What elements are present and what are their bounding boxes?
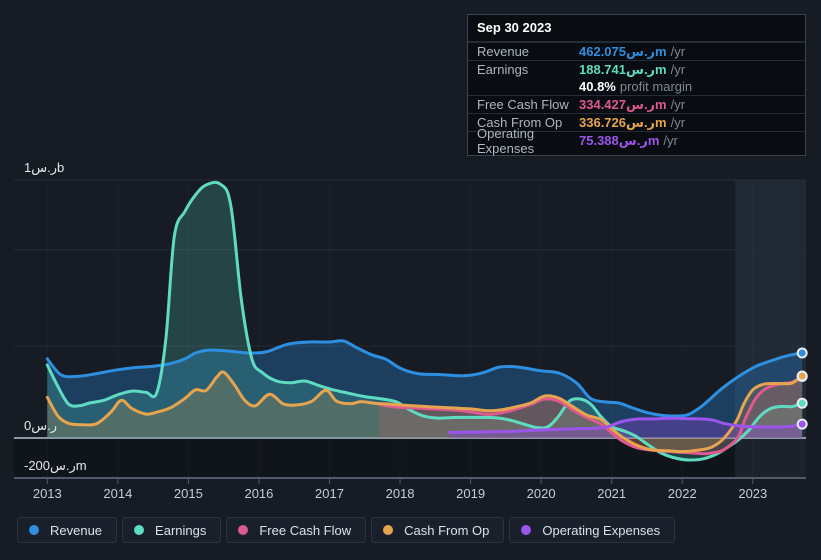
legend: Revenue Earnings Free Cash Flow Cash Fro…	[17, 517, 676, 543]
tooltip-value-profit-margin: 40.8%	[579, 79, 616, 94]
tooltip-suffix: /yr	[670, 44, 686, 59]
tooltip-date: Sep 30 2023	[468, 15, 805, 42]
y-axis-label: 1ر.سb	[24, 160, 65, 175]
x-axis-label: 2013	[32, 486, 62, 501]
tooltip-row-cash-from-op: Cash From Op 336.726ر.سm /yr	[468, 113, 805, 131]
tooltip-panel: Sep 30 2023 Revenue 462.075ر.سm /yr Earn…	[467, 14, 806, 156]
tooltip-suffix: /yr	[670, 62, 686, 77]
legend-label: Operating Expenses	[542, 522, 661, 538]
tooltip-label: Free Cash Flow	[477, 97, 569, 112]
tooltip-value-fcf: 334.427ر.سm	[579, 96, 667, 112]
legend-label: Free Cash Flow	[259, 522, 352, 538]
x-axis-label: 2021	[597, 486, 627, 501]
legend-item-cash-from-op[interactable]: Cash From Op	[371, 517, 505, 543]
tooltip-suffix: /yr	[663, 133, 678, 148]
tooltip-suffix: profit margin	[619, 79, 693, 94]
x-axis-label: 2014	[103, 486, 133, 501]
legend-label: Earnings	[155, 522, 207, 538]
legend-label: Cash From Op	[404, 522, 490, 538]
x-axis-label: 2020	[526, 486, 556, 501]
x-axis-label: 2022	[667, 486, 697, 501]
x-axis-label: 2019	[456, 486, 486, 501]
tooltip-row-operating-expenses: Operating Expenses 75.388ر.سm /yr	[468, 126, 805, 156]
tooltip-value-revenue: 462.075ر.سm	[579, 43, 667, 59]
tooltip-label: Earnings	[477, 62, 529, 77]
opex-dot-icon	[521, 525, 532, 535]
tooltip-row-free-cash-flow: Free Cash Flow 334.427ر.سm /yr	[468, 95, 805, 113]
y-axis-label: -200ر.سm	[24, 458, 87, 473]
x-axis-label: 2016	[244, 486, 274, 501]
tooltip-label: Operating Expenses	[477, 125, 535, 156]
x-axis-label: 2018	[385, 486, 415, 501]
tooltip-value-opex: 75.388ر.سm	[579, 132, 660, 148]
earnings-dot-icon	[134, 525, 145, 535]
x-axis-label: 2017	[315, 486, 344, 501]
tooltip-row-revenue: Revenue 462.075ر.سm /yr	[468, 42, 805, 60]
tooltip-label: Revenue	[477, 44, 530, 59]
x-axis-label: 2023	[738, 486, 768, 501]
legend-label: Revenue	[50, 522, 103, 538]
revenue-dot-icon	[29, 525, 39, 535]
tooltip-suffix: /yr	[670, 115, 686, 130]
cashop-dot-icon	[383, 525, 394, 535]
x-axis-label: 2015	[173, 486, 203, 501]
legend-item-revenue[interactable]: Revenue	[17, 517, 118, 543]
y-axis-label: 0ر.س	[24, 418, 57, 433]
tooltip-label: Cash From Op	[477, 115, 563, 130]
tooltip-value-earnings: 188.741ر.سm	[579, 61, 667, 77]
fcf-dot-icon	[238, 525, 249, 535]
tooltip-value-cashop: 336.726ر.سm	[579, 114, 667, 130]
legend-item-earnings[interactable]: Earnings	[122, 517, 222, 543]
tooltip-suffix: /yr	[670, 97, 686, 112]
tooltip-row-profit-margin: 40.8% profit margin	[468, 78, 805, 95]
legend-item-operating-expenses[interactable]: Operating Expenses	[509, 517, 676, 543]
legend-item-free-cash-flow[interactable]: Free Cash Flow	[226, 517, 367, 543]
tooltip-row-earnings: Earnings 188.741ر.سm /yr	[468, 60, 805, 78]
